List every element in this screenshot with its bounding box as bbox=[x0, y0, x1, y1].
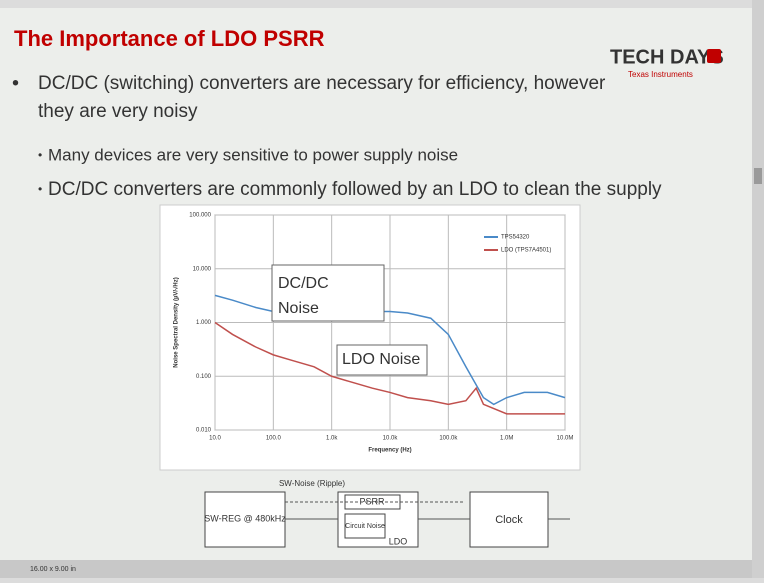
x-axis-label: Frequency (Hz) bbox=[368, 448, 411, 454]
status: 16.00 x 9.00 in bbox=[30, 566, 76, 573]
x-tick-label: 10.0k bbox=[383, 436, 399, 442]
psrr: PSRR bbox=[359, 496, 385, 506]
bullet-text: DC/DC (switching) converters are necessa… bbox=[38, 73, 606, 94]
bullet: Many devices are very sensitive to power… bbox=[48, 145, 458, 164]
x-tick-label: 100.0k bbox=[439, 436, 458, 442]
x-tick-label: 100.0 bbox=[266, 436, 282, 442]
bullet: DC/DC (switching) converters are necessa… bbox=[38, 73, 606, 122]
clock: Clock bbox=[495, 514, 523, 526]
legend-label: LDO (TPS7A4501) bbox=[501, 248, 551, 254]
logo-sub: Texas Instruments bbox=[628, 70, 693, 79]
chart: 10.0 100.0 1.0k 10.0k 100.0k 1.0M 10.0M 100.000… bbox=[173, 213, 574, 454]
swreg: SW-REG @ 480kHz bbox=[204, 513, 286, 523]
diagram: SW-REG @ 480kHz PSRR Circuit Noise LDO C… bbox=[204, 479, 570, 548]
x-tick-label: 1.0k bbox=[326, 436, 338, 442]
scrollbar[interactable] bbox=[752, 0, 764, 578]
annotation: DC/DC Noise bbox=[278, 275, 329, 317]
y-tick-label: 10.000 bbox=[193, 266, 212, 272]
bullet-dot: • bbox=[38, 182, 42, 196]
bullet: DC/DC converters are commonly followed b… bbox=[48, 179, 662, 200]
y-tick-label: 1.000 bbox=[196, 320, 212, 326]
bullet-text: they are very noisy bbox=[38, 101, 198, 122]
x-tick-label: 1.0M bbox=[500, 436, 513, 442]
y-tick-label: 100.000 bbox=[189, 213, 211, 219]
annotation-box bbox=[271, 264, 385, 322]
annotation: LDO Noise bbox=[342, 351, 420, 368]
y-tick-label: 0.100 bbox=[196, 374, 212, 380]
bullet-dot: • bbox=[12, 72, 19, 94]
logo: TECH DAYS bbox=[610, 46, 724, 68]
annotation-box bbox=[336, 344, 428, 376]
ldo: LDO bbox=[389, 536, 408, 546]
y-tick-label: 0.010 bbox=[196, 428, 212, 434]
title: The Importance of LDO PSRR bbox=[14, 26, 325, 51]
x-tick-label: 10.0 bbox=[209, 436, 221, 442]
x-tick-label: 10.0M bbox=[557, 436, 574, 442]
y-axis-label: Noise Spectral Density (µV/√Hz) bbox=[173, 277, 180, 367]
logo-icon bbox=[707, 49, 721, 63]
legend-label: TPS54320 bbox=[501, 235, 530, 241]
swreg-box bbox=[204, 491, 286, 548]
series-line bbox=[214, 321, 565, 415]
bullet-dot: • bbox=[38, 148, 42, 162]
circuit-noise: Circuit Noise bbox=[345, 523, 385, 530]
scroll-thumb[interactable] bbox=[754, 168, 762, 184]
status-bar bbox=[0, 560, 752, 578]
clock-box bbox=[469, 491, 549, 548]
noise-box bbox=[344, 513, 386, 539]
sw-noise: SW-Noise (Ripple) bbox=[279, 479, 345, 488]
